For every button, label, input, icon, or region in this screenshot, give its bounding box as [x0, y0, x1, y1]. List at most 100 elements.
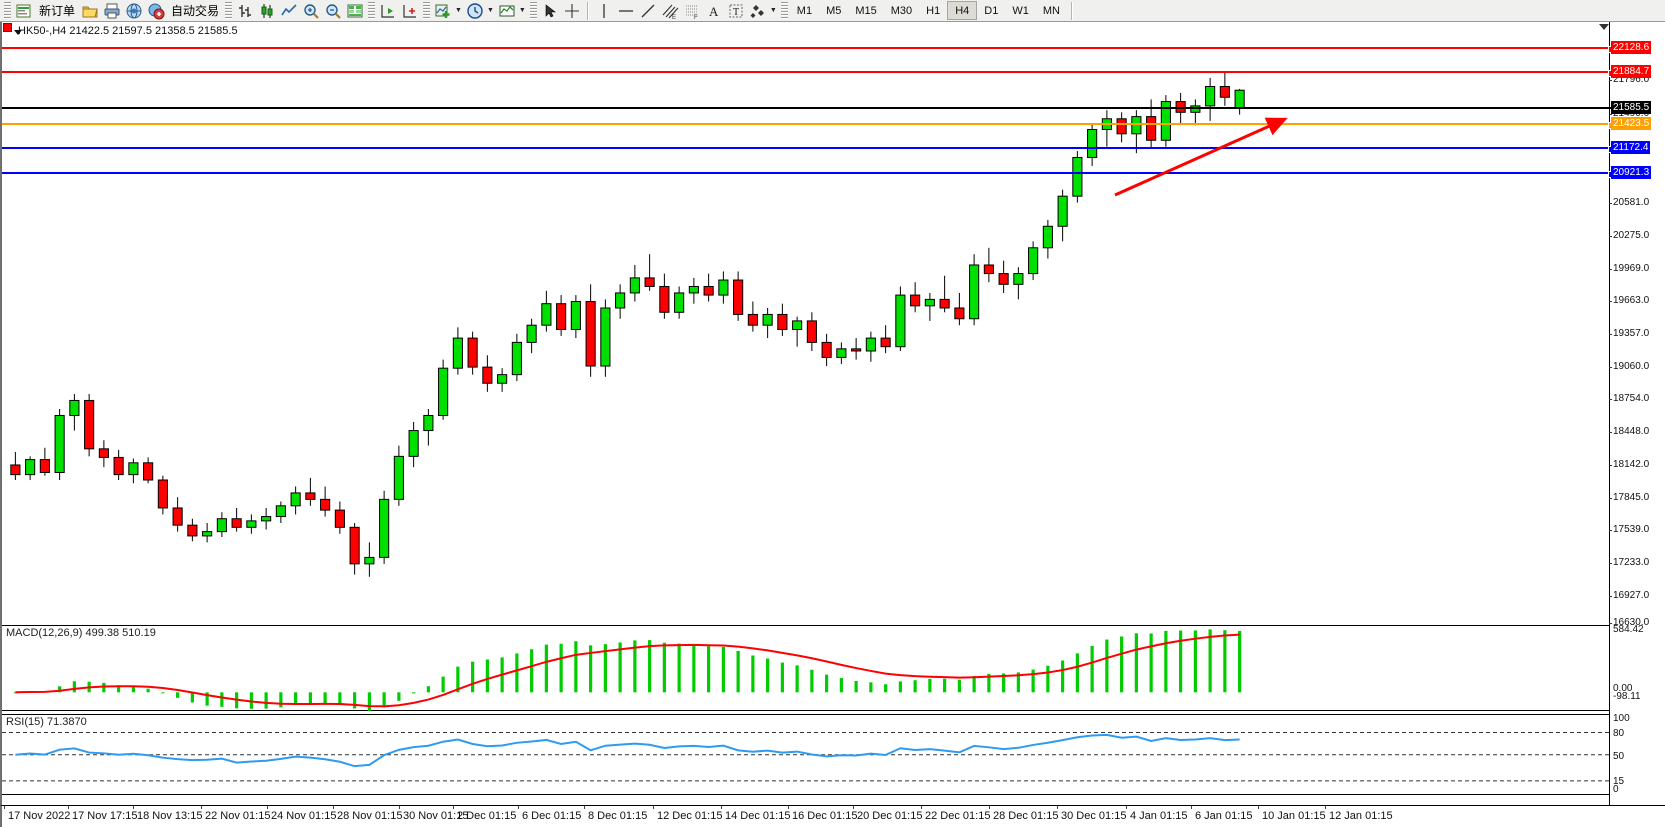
- macd-histogram-bar: [810, 669, 814, 693]
- time-axis-tick: [653, 806, 654, 809]
- candle: [733, 271, 744, 321]
- new-order-label[interactable]: 新订单: [39, 4, 76, 18]
- price-line-resistance-red-upper[interactable]: [2, 46, 1615, 53]
- text-label-icon[interactable]: A: [703, 1, 725, 21]
- timeframe-h1[interactable]: H1: [926, 4, 941, 17]
- price-line-last-price-black[interactable]: [2, 107, 1611, 109]
- price-pane[interactable]: [2, 22, 1615, 623]
- macd-label: MACD(12,26,9) 499.38 510.19: [6, 627, 156, 639]
- zoom-in-icon[interactable]: [300, 1, 322, 21]
- folder-icon[interactable]: [79, 1, 101, 21]
- globe-icon[interactable]: [123, 1, 145, 21]
- price-scale[interactable]: 22128.621796.021490.020876.020581.020275…: [1608, 22, 1665, 805]
- horizontal-line-icon[interactable]: [615, 1, 637, 21]
- toolbar-grip[interactable]: [4, 1, 11, 20]
- zoom-out-icon[interactable]: [322, 1, 344, 21]
- price-line-resistance-red-lower[interactable]: [2, 70, 1615, 77]
- templates-icon[interactable]: [496, 1, 518, 21]
- toolbar-grip-6[interactable]: [780, 1, 788, 20]
- price-tick: 17233.0: [1608, 557, 1650, 568]
- printer-icon[interactable]: [101, 1, 123, 21]
- macd-histogram-bar: [574, 641, 578, 693]
- shapes-dropdown-arrow[interactable]: ▼: [769, 7, 777, 14]
- timeframe-d1[interactable]: D1: [984, 4, 999, 17]
- templates-dropdown-arrow[interactable]: ▼: [518, 7, 526, 14]
- candle: [526, 318, 537, 354]
- macd-histogram-bar: [161, 692, 165, 694]
- expert-advisor-icon[interactable]: [145, 1, 167, 21]
- auto-trading-label[interactable]: 自动交易: [171, 4, 220, 18]
- candle: [703, 273, 714, 302]
- candle: [556, 295, 567, 336]
- chart-shift-icon[interactable]: [377, 1, 399, 21]
- candle: [865, 331, 876, 362]
- price-tag-support-blue-lower[interactable]: 20921.3: [1611, 166, 1652, 179]
- scroll-down-arrow-icon[interactable]: [1599, 24, 1609, 30]
- macd-histogram-bar: [131, 686, 135, 693]
- time-axis-tick: [1191, 806, 1192, 809]
- candle: [349, 523, 360, 575]
- vertical-line-icon[interactable]: [593, 1, 615, 21]
- macd-histogram-bar: [382, 692, 386, 708]
- data-window-icon[interactable]: [344, 1, 366, 21]
- time-axis-tick: [133, 806, 134, 809]
- time-axis-label: 17 Nov 2022: [8, 810, 71, 822]
- price-line-support-blue-upper[interactable]: [2, 146, 1615, 153]
- price-tag-support-blue-upper[interactable]: 21172.4: [1611, 141, 1651, 154]
- time-axis-label: 22 Dec 01:15: [925, 810, 991, 822]
- timeframe-m1[interactable]: M1: [796, 4, 813, 17]
- time-axis-tick: [4, 806, 5, 809]
- crosshair-icon[interactable]: [561, 1, 583, 21]
- price-line-current-price-orange[interactable]: [2, 122, 1615, 129]
- chart-menu-caret-icon[interactable]: [14, 30, 22, 35]
- timeframe-w1[interactable]: W1: [1012, 4, 1029, 17]
- price-tag-resistance-red-upper[interactable]: 22128.6: [1611, 41, 1652, 54]
- price-tick: 16927.0: [1608, 590, 1650, 601]
- timeframe-m15[interactable]: M15: [855, 4, 877, 17]
- candle: [423, 409, 434, 446]
- macd-tick: 0.00: [1613, 683, 1633, 694]
- trendline-icon[interactable]: [637, 1, 659, 21]
- candle: [216, 512, 227, 537]
- auto-scroll-icon[interactable]: [399, 1, 421, 21]
- price-tag-last-price-black[interactable]: 21585.5: [1611, 101, 1652, 114]
- price-tag-current-price-orange[interactable]: 21423.5: [1611, 117, 1652, 130]
- fibonacci-retracement-icon[interactable]: F: [681, 1, 703, 21]
- candle: [305, 477, 316, 506]
- candle: [1087, 123, 1098, 167]
- time-axis-label: 17 Nov 17:15: [72, 810, 138, 822]
- indicators-dropdown-arrow[interactable]: ▼: [455, 7, 462, 14]
- toolbar-grip-5[interactable]: [529, 1, 537, 20]
- toolbar-grip-2[interactable]: [225, 1, 233, 20]
- toolbar-grip-3[interactable]: [368, 1, 376, 20]
- macd-histogram-bar: [279, 692, 283, 708]
- price-tag-resistance-red-lower[interactable]: 21884.7: [1611, 65, 1652, 78]
- chart-corner-marker[interactable]: [3, 23, 12, 32]
- shapes-icon[interactable]: [747, 1, 769, 21]
- macd-histogram-bar: [1223, 630, 1227, 693]
- periods-dropdown-arrow[interactable]: ▼: [486, 7, 494, 14]
- timeframe-h4[interactable]: H4: [947, 1, 978, 20]
- equidistant-channel-icon[interactable]: E: [659, 1, 681, 21]
- candle: [747, 301, 758, 332]
- text-box-icon[interactable]: T: [725, 1, 747, 21]
- bar-chart-icon[interactable]: [234, 1, 256, 21]
- new-order-icon[interactable]: [13, 1, 35, 21]
- indicators-icon[interactable]: [432, 1, 454, 21]
- timeframe-m30[interactable]: M30: [890, 4, 913, 17]
- line-chart-icon[interactable]: [278, 1, 300, 21]
- periods-clock-icon[interactable]: [464, 1, 486, 21]
- time-axis[interactable]: 17 Nov 2022 17 Nov 17:15 18 Nov 13:15 22 No…: [0, 805, 1665, 827]
- toolbar-grip-4[interactable]: [423, 1, 431, 20]
- cursor-arrow-icon[interactable]: [539, 1, 561, 21]
- price-line-support-blue-lower[interactable]: [2, 171, 1615, 178]
- candlestick-chart-icon[interactable]: [256, 1, 278, 21]
- timeframe-m5[interactable]: M5: [826, 4, 842, 17]
- rsi-pane[interactable]: RSI(15) 71.3870: [2, 714, 1611, 795]
- candle: [452, 327, 463, 375]
- price-tick: 21796.0: [1608, 74, 1650, 85]
- candle: [84, 393, 95, 457]
- timeframe-mn[interactable]: MN: [1042, 4, 1060, 17]
- chart-canvas[interactable]: HK50-,H4 21422.5 21597.5 21358.5 21585.5…: [0, 22, 1665, 805]
- macd-pane[interactable]: MACD(12,26,9) 499.38 510.19: [2, 625, 1611, 711]
